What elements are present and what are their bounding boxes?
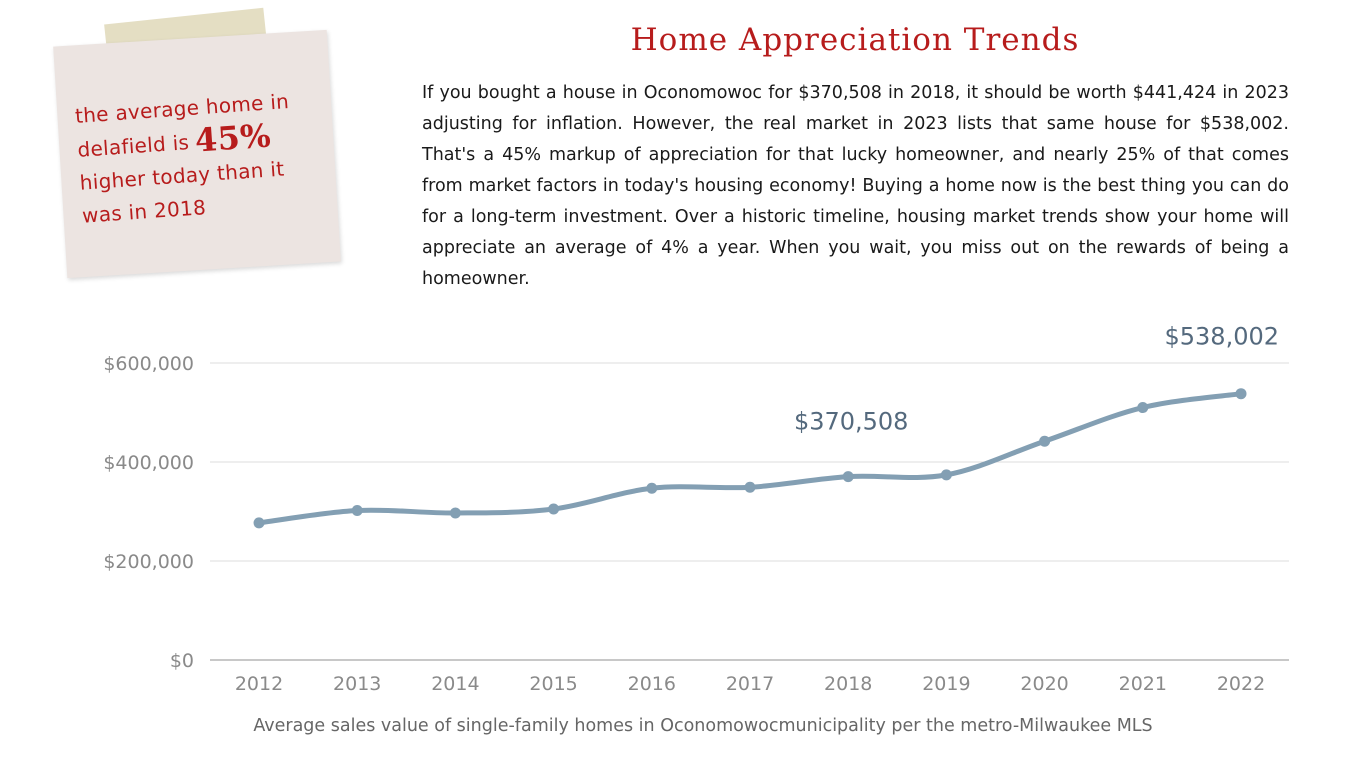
- data-point: [842, 471, 854, 483]
- x-tick-label: 2021: [1119, 673, 1167, 695]
- x-tick-label: 2015: [529, 673, 577, 695]
- value-callout: $538,002: [1164, 323, 1279, 351]
- chart-caption: Average sales value of single-family hom…: [253, 716, 1153, 736]
- x-tick-label: 2013: [333, 673, 381, 695]
- intro-paragraph: If you bought a house in Oconomowoc for …: [422, 83, 1289, 289]
- x-tick-label: 2016: [628, 673, 676, 695]
- data-point: [646, 482, 658, 494]
- x-tick-label: 2017: [726, 673, 774, 695]
- page-title: Home Appreciation Trends: [630, 22, 1080, 58]
- y-tick-label: $0: [170, 650, 194, 672]
- data-point: [351, 505, 363, 517]
- data-point: [744, 481, 756, 493]
- y-tick-label: $400,000: [103, 452, 194, 474]
- x-tick-label: 2012: [235, 673, 283, 695]
- data-point: [1235, 388, 1247, 400]
- y-tick-label: $200,000: [103, 551, 194, 573]
- x-tick-label: 2014: [431, 673, 479, 695]
- y-tick-label: $600,000: [103, 353, 194, 375]
- series-line: [256, 391, 1244, 526]
- x-tick-label: 2020: [1020, 673, 1068, 695]
- data-point: [449, 507, 461, 519]
- data-point: [1039, 435, 1051, 447]
- data-point: [548, 503, 560, 515]
- data-point: [1137, 402, 1149, 414]
- data-point: [940, 469, 952, 481]
- x-tick-label: 2019: [922, 673, 970, 695]
- x-tick-label: 2018: [824, 673, 872, 695]
- value-callout: $370,508: [794, 408, 909, 436]
- x-tick-label: 2022: [1217, 673, 1265, 695]
- data-point: [253, 517, 265, 529]
